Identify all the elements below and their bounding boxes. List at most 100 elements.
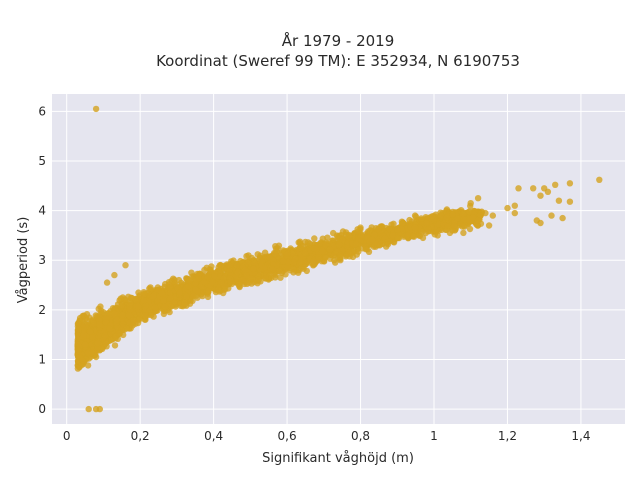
scatter-point: [423, 219, 430, 227]
scatter-point: [83, 311, 91, 318]
scatter-point: [112, 333, 120, 340]
scatter-point: [394, 226, 401, 233]
scatter-point: [435, 220, 442, 228]
scatter-point: [89, 334, 96, 341]
scatter-point: [394, 234, 401, 242]
scatter-point: [290, 269, 297, 276]
scatter-point: [434, 232, 441, 239]
scatter-point: [167, 294, 174, 302]
scatter-point: [233, 262, 240, 269]
scatter-point: [94, 339, 101, 347]
scatter-point: [326, 255, 334, 262]
scatter-point: [381, 235, 389, 242]
scatter-point: [150, 293, 157, 300]
scatter-point: [459, 210, 467, 218]
scatter-point: [511, 202, 518, 209]
scatter-point: [215, 286, 222, 293]
scatter-point: [504, 204, 511, 212]
x-tick-label: 1: [430, 429, 438, 443]
scatter-point: [140, 297, 148, 304]
scatter-point: [544, 188, 552, 195]
scatter-point: [566, 198, 574, 205]
scatter-point: [130, 317, 137, 324]
x-axis-ticks: 0 0,2 0,4 0,6 0,8 1 1,2 1,4: [63, 429, 591, 443]
scatter-point: [74, 346, 81, 353]
x-tick-label: 1,2: [498, 429, 517, 443]
scatter-point: [276, 267, 283, 275]
scatter-point: [476, 212, 484, 219]
scatter-point: [297, 258, 305, 266]
scatter-point: [443, 214, 451, 221]
scatter-point: [406, 216, 413, 224]
scatter-point: [96, 321, 103, 328]
scatter-point: [555, 197, 563, 204]
scatter-point: [596, 176, 603, 183]
scatter-point: [444, 223, 451, 231]
scatter-point: [102, 319, 110, 326]
scatter-point: [185, 282, 192, 290]
scatter-point: [537, 192, 544, 199]
scatter-point: [95, 316, 103, 324]
scatter-point: [176, 289, 184, 297]
x-tick-label: 0,4: [204, 429, 223, 443]
scatter-point: [106, 325, 113, 332]
scatter-point: [345, 233, 352, 241]
scatter-point: [559, 214, 566, 222]
scatter-point: [90, 320, 97, 327]
scatter-point: [241, 266, 249, 274]
scatter-point: [284, 250, 291, 257]
scatter-point: [449, 227, 456, 234]
scatter-point: [261, 249, 269, 256]
x-tick-label: 0,8: [351, 429, 370, 443]
scatter-point: [102, 339, 110, 347]
scatter-point: [132, 296, 139, 303]
scatter-point: [111, 342, 119, 349]
scatter-point: [437, 212, 445, 219]
scatter-point: [467, 200, 474, 207]
scatter-point: [211, 273, 218, 280]
scatter-point: [111, 271, 118, 279]
scatter-point: [418, 215, 425, 222]
y-tick-label: 5: [38, 154, 46, 168]
scatter-point: [126, 303, 133, 310]
scatter-point: [349, 253, 357, 261]
scatter-point: [190, 292, 197, 300]
scatter-point: [358, 232, 365, 239]
x-tick-label: 0,2: [131, 429, 150, 443]
scatter-point: [324, 234, 331, 241]
y-tick-label: 0: [38, 402, 46, 416]
scatter-point: [322, 241, 329, 249]
x-tick-label: 0: [63, 429, 71, 443]
scatter-point: [199, 292, 206, 300]
scatter-point: [552, 181, 559, 188]
scatter-point: [311, 235, 318, 242]
scatter-point: [466, 225, 474, 233]
scatter-point: [158, 290, 166, 297]
scatter-point: [461, 222, 468, 229]
scatter-point: [399, 220, 406, 227]
scatter-point: [84, 317, 91, 324]
scatter-point: [310, 245, 318, 252]
scatter-point: [151, 304, 159, 311]
scatter-point: [167, 303, 175, 310]
scatter-point: [277, 274, 284, 281]
scatter-point: [86, 328, 94, 335]
scatter-point: [119, 311, 126, 319]
scatter-point: [284, 258, 292, 266]
scatter-point: [407, 224, 414, 231]
scatter-point: [385, 225, 393, 232]
scatter-point: [227, 278, 235, 285]
scatter-point: [335, 241, 343, 248]
scatter-point: [411, 224, 419, 231]
scatter-point: [96, 405, 104, 413]
scatter-point: [113, 316, 121, 324]
scatter-point: [160, 297, 167, 304]
chart-title-line-1: År 1979 - 2019: [282, 31, 395, 50]
y-axis-label: Vågperiod (s): [16, 217, 31, 304]
scatter-point: [352, 240, 360, 248]
y-tick-label: 3: [38, 253, 46, 267]
scatter-point: [125, 311, 133, 319]
y-tick-label: 2: [38, 303, 46, 317]
y-tick-label: 4: [38, 204, 46, 218]
scatter-point: [81, 341, 89, 348]
